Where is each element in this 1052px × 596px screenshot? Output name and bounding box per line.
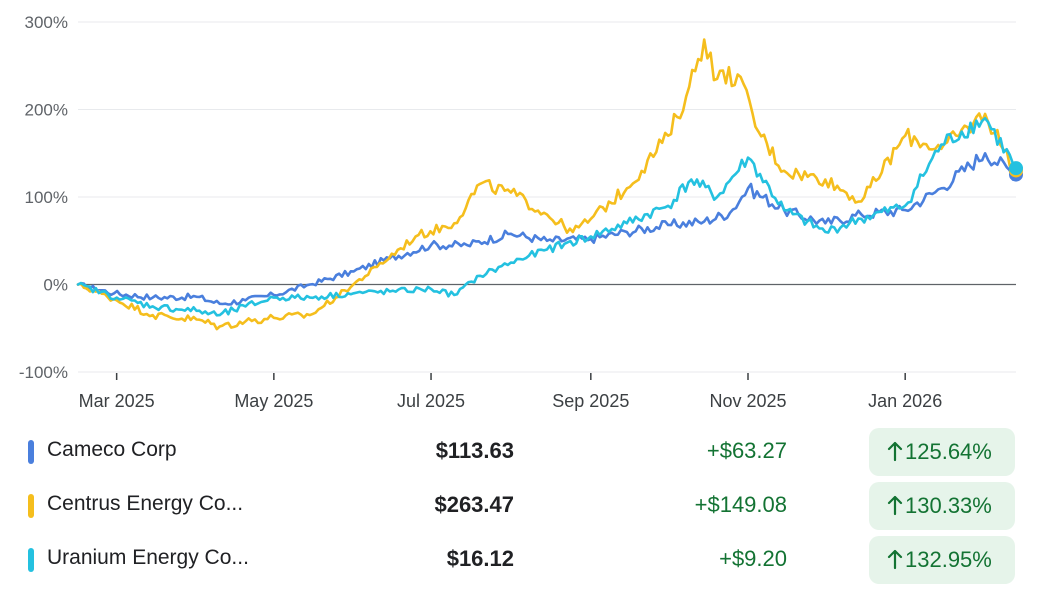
y-tick-label: 0% <box>43 276 68 295</box>
percent-change: 125.64% <box>905 439 992 464</box>
y-tick-label: 200% <box>25 101 68 120</box>
series-line <box>76 38 1018 331</box>
price-change: +$9.20 <box>719 546 787 571</box>
x-tick-label: Sep 2025 <box>552 391 629 411</box>
series-name: Centrus Energy Co... <box>47 492 244 515</box>
line-chart: 300% 200% 100% 0% -100% Mar 2025 May 2025 Jul 2… <box>19 13 1023 411</box>
percent-change-badge: 130.33% <box>869 482 1015 530</box>
y-tick-label: -100% <box>19 363 68 382</box>
arrow-up-icon <box>887 495 903 516</box>
arrow-up-icon <box>887 549 903 570</box>
series-end-dot <box>1009 161 1023 176</box>
series-line <box>76 117 1018 317</box>
price-change: +$149.08 <box>694 492 787 517</box>
x-tick-label: May 2025 <box>234 391 313 411</box>
series-color-swatch <box>28 440 34 464</box>
legend-row[interactable]: Centrus Energy Co... $263.47 +$149.08 130.3… <box>0 482 1052 530</box>
percent-change: 130.33% <box>905 493 992 518</box>
percent-change-badge: 132.95% <box>869 536 1015 584</box>
x-tick-label: Jul 2025 <box>397 391 465 411</box>
x-tick-label: Mar 2025 <box>79 391 155 411</box>
series-color-swatch <box>28 548 34 572</box>
arrow-up-icon <box>887 441 903 462</box>
series-name: Cameco Corp <box>47 438 177 461</box>
series-color-swatch <box>28 494 34 518</box>
legend-row[interactable]: Cameco Corp $113.63 +$63.27 125.64% <box>0 428 1052 476</box>
price: $16.12 <box>446 546 514 571</box>
legend-row[interactable]: Uranium Energy Co... $16.12 +$9.20 132.95% <box>0 536 1052 584</box>
price-change: +$63.27 <box>706 438 787 463</box>
percent-change: 132.95% <box>905 547 992 572</box>
y-tick-label: 300% <box>25 13 68 32</box>
percent-change-badge: 125.64% <box>869 428 1015 476</box>
price: $263.47 <box>434 492 514 517</box>
series-line <box>76 152 1018 306</box>
y-tick-label: 100% <box>25 188 68 207</box>
x-tick-label: Nov 2025 <box>709 391 786 411</box>
price: $113.63 <box>435 438 514 463</box>
series-name: Uranium Energy Co... <box>47 546 249 569</box>
x-tick-label: Jan 2026 <box>868 391 942 411</box>
